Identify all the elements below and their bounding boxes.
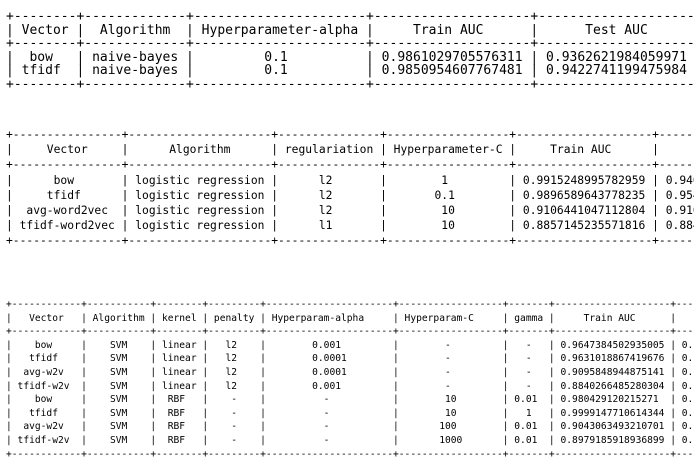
table-border: +----------------+---------------------+… <box>6 158 694 172</box>
table-row: | tfidf-word2vec | logistic regression |… <box>6 219 694 233</box>
table-row: | tfidf-w2v | SVM | RBF | - | - | 1000 |… <box>6 434 694 446</box>
table-row: | tfidf | SVM | linear | l2 | 0.0001 | -… <box>6 353 694 365</box>
table-border: +----------------+---------------------+… <box>6 234 694 248</box>
table-border: +------------+-----------+--------+-----… <box>6 326 694 338</box>
table-row: | bow | logistic regression | l2 | 1 | 0… <box>6 173 694 187</box>
table-row: | avg-word2vec | logistic regression | l… <box>6 204 694 218</box>
table-row: | avg-w2v | SVM | RBF | - | - | 100 | 0.… <box>6 421 694 433</box>
table-border: +------------+-----------+--------+-----… <box>6 448 694 460</box>
naive-bayes-results-table: +--------+-------------+----------------… <box>6 10 694 91</box>
table-border: +----------------+---------------------+… <box>6 128 694 141</box>
table-row: | tfidf | naive-bayes | 0.1 | 0.98509546… <box>6 63 694 78</box>
table-border: +--------+-------------+----------------… <box>6 9 694 24</box>
table-row: | avg-w2v | SVM | linear | l2 | 0.0001 |… <box>6 366 694 378</box>
table-row: | tfidf-w2v | SVM | linear | l2 | 0.001 … <box>6 380 694 392</box>
table-row: | bow | naive-bayes | 0.1 | 0.9861029705… <box>6 49 694 65</box>
logistic-regression-results-table: +----------------+---------------------+… <box>6 127 694 249</box>
table-row: | tfidf | logistic regression | l2 | 0.1… <box>6 188 694 202</box>
table-row: | bow | SVM | linear | l2 | 0.001 | - | … <box>6 339 694 351</box>
table-border: +------------+-----------+--------+-----… <box>6 299 694 310</box>
table-border: +--------+-------------+----------------… <box>6 36 694 51</box>
table-row: | tfidf | SVM | RBF | - | - | 10 | 1 | 0… <box>6 407 694 419</box>
table-header-row: | Vector | Algorithm | Hyperparameter-al… <box>6 22 694 38</box>
table-row: | bow | SVM | RBF | - | - | 10 | 0.01 | … <box>6 394 694 406</box>
table-header-row: | Vector | Algorithm | kernel | penalty … <box>6 312 677 324</box>
svm-results-table: +------------+-----------+--------+-----… <box>6 298 694 461</box>
table-header-row: | Vector | Algorithm | regulariation | H… <box>6 143 659 157</box>
table-border: +--------+-------------+----------------… <box>6 76 694 92</box>
